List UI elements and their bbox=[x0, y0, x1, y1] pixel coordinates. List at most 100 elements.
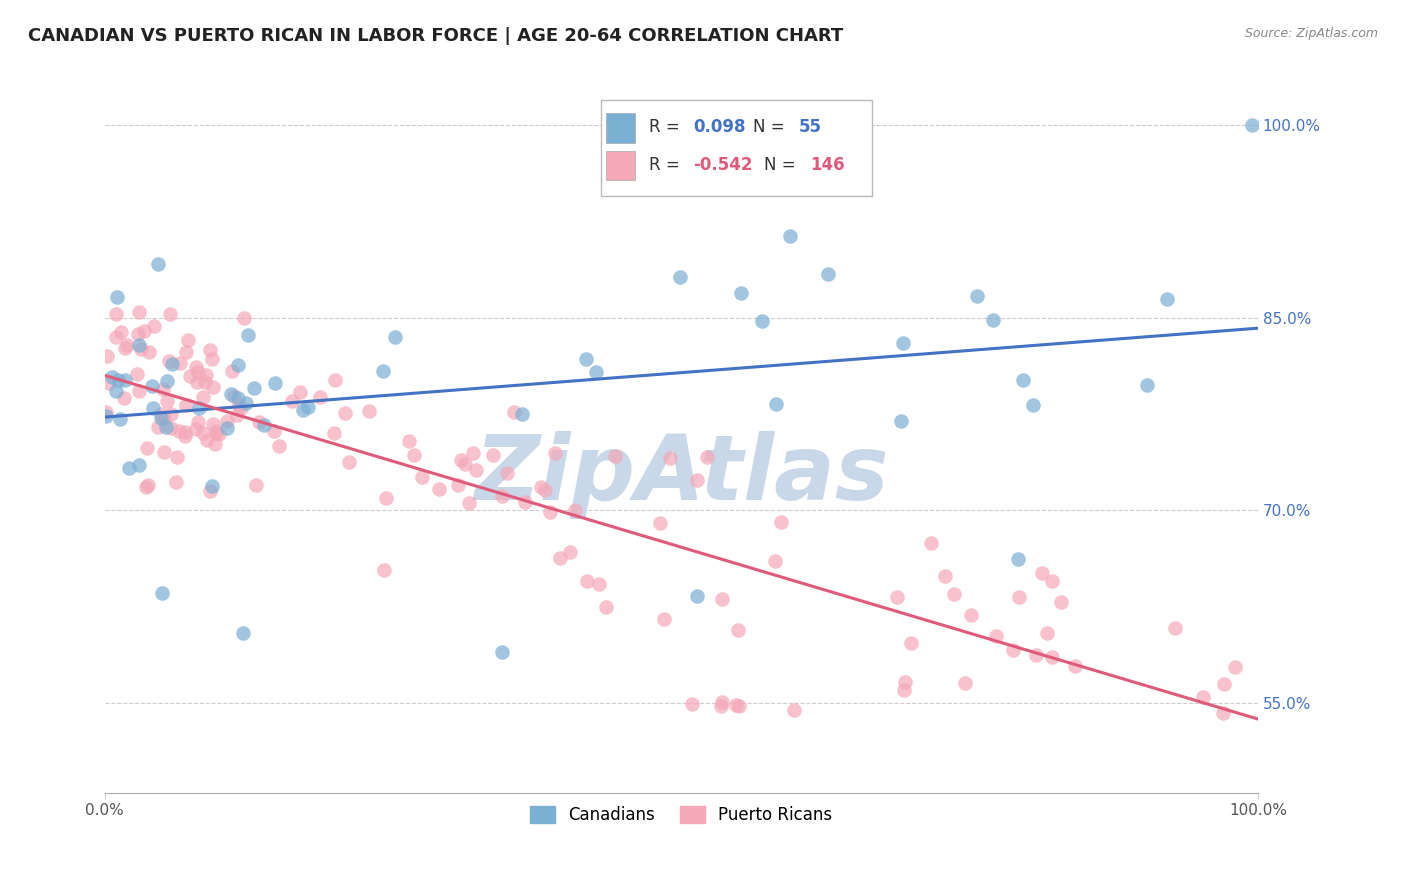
Point bbox=[1164, 621, 1187, 635]
Point bbox=[204, 424, 226, 438]
Point bbox=[981, 312, 1004, 326]
Point bbox=[1031, 566, 1053, 580]
Point bbox=[308, 390, 330, 404]
Point bbox=[222, 388, 245, 402]
Point bbox=[1025, 648, 1047, 662]
Point bbox=[141, 379, 163, 393]
Point bbox=[155, 419, 177, 434]
Point bbox=[201, 479, 224, 493]
Point bbox=[208, 426, 231, 441]
Point bbox=[165, 475, 187, 489]
Bar bbox=[606, 151, 636, 180]
Point bbox=[201, 417, 224, 431]
Point bbox=[710, 592, 733, 607]
Text: N =: N = bbox=[765, 156, 801, 174]
Point bbox=[219, 387, 242, 401]
Point bbox=[463, 446, 485, 460]
Point bbox=[603, 449, 626, 463]
Point bbox=[128, 384, 150, 398]
Text: N =: N = bbox=[752, 119, 790, 136]
Point bbox=[1225, 660, 1247, 674]
Point bbox=[503, 405, 526, 419]
Point bbox=[114, 373, 136, 387]
Point bbox=[97, 376, 120, 390]
Point bbox=[710, 698, 733, 713]
Point bbox=[728, 698, 751, 713]
Point bbox=[148, 257, 170, 271]
Point bbox=[236, 328, 259, 343]
Point bbox=[156, 394, 179, 409]
Point bbox=[373, 563, 395, 577]
Point bbox=[464, 463, 486, 477]
Point bbox=[94, 409, 117, 423]
Point bbox=[169, 356, 191, 370]
Point bbox=[325, 373, 347, 387]
Point bbox=[150, 407, 173, 421]
Point bbox=[253, 418, 276, 433]
Text: -0.542: -0.542 bbox=[693, 156, 752, 174]
Point bbox=[114, 341, 136, 355]
Point bbox=[427, 482, 450, 496]
Point bbox=[160, 407, 183, 421]
Point bbox=[953, 675, 976, 690]
Point bbox=[730, 286, 752, 301]
Point bbox=[373, 364, 395, 378]
Point bbox=[530, 480, 553, 494]
Point bbox=[1022, 397, 1045, 411]
Point bbox=[174, 425, 197, 439]
Point bbox=[659, 450, 682, 465]
Point bbox=[149, 411, 172, 425]
Point bbox=[110, 325, 132, 339]
Point bbox=[411, 470, 433, 484]
Text: CANADIAN VS PUERTO RICAN IN LABOR FORCE | AGE 20-64 CORRELATION CHART: CANADIAN VS PUERTO RICAN IN LABOR FORCE … bbox=[28, 27, 844, 45]
Point bbox=[104, 330, 127, 344]
Point bbox=[187, 401, 209, 416]
Point bbox=[1007, 552, 1029, 566]
Text: ZipAtlas: ZipAtlas bbox=[474, 431, 889, 519]
Point bbox=[143, 318, 166, 333]
Point bbox=[264, 376, 287, 390]
Point bbox=[112, 391, 135, 405]
Point bbox=[195, 433, 218, 447]
Point bbox=[538, 504, 561, 518]
Point bbox=[751, 313, 773, 327]
Point bbox=[202, 380, 225, 394]
Bar bbox=[606, 113, 636, 143]
Point bbox=[174, 398, 197, 412]
Point bbox=[513, 495, 536, 509]
Point bbox=[686, 589, 709, 603]
Point bbox=[148, 420, 170, 434]
Point bbox=[226, 408, 249, 422]
Point bbox=[652, 612, 675, 626]
Point bbox=[558, 544, 581, 558]
Point bbox=[159, 307, 181, 321]
Point bbox=[231, 401, 253, 415]
Bar bbox=[600, 101, 872, 196]
Point bbox=[228, 399, 250, 413]
Point bbox=[201, 352, 224, 367]
Point bbox=[1136, 378, 1159, 392]
Point bbox=[232, 626, 254, 640]
Point bbox=[681, 697, 703, 711]
Point bbox=[1040, 650, 1063, 665]
Point bbox=[247, 415, 270, 429]
Point bbox=[711, 695, 734, 709]
Point bbox=[447, 478, 470, 492]
Point bbox=[127, 326, 149, 341]
Point bbox=[198, 343, 221, 357]
Point bbox=[174, 345, 197, 359]
Text: R =: R = bbox=[650, 156, 685, 174]
Point bbox=[727, 623, 749, 637]
Point bbox=[226, 358, 249, 372]
Point bbox=[191, 425, 214, 440]
Point bbox=[491, 645, 513, 659]
Point bbox=[890, 414, 912, 428]
Point bbox=[288, 385, 311, 400]
Point bbox=[152, 411, 174, 425]
Point bbox=[177, 333, 200, 347]
Point bbox=[128, 304, 150, 318]
Point bbox=[138, 345, 160, 359]
Point bbox=[150, 586, 173, 600]
Point bbox=[152, 382, 174, 396]
Point bbox=[1040, 574, 1063, 588]
